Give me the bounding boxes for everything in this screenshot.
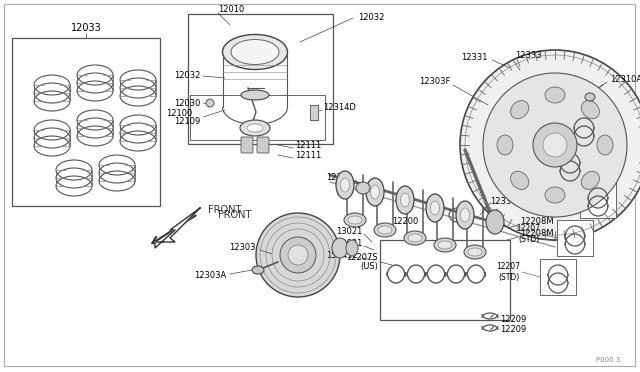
Circle shape (256, 213, 340, 297)
Ellipse shape (581, 171, 600, 189)
Ellipse shape (252, 266, 264, 274)
Ellipse shape (396, 186, 414, 214)
Circle shape (543, 133, 567, 157)
Ellipse shape (336, 171, 354, 199)
Ellipse shape (401, 193, 410, 207)
Ellipse shape (545, 187, 565, 203)
Ellipse shape (404, 231, 426, 245)
Text: 12314D: 12314D (323, 103, 356, 112)
Ellipse shape (408, 234, 422, 242)
Ellipse shape (497, 135, 513, 155)
Text: (US): (US) (360, 262, 378, 270)
Polygon shape (155, 208, 200, 248)
Text: 12331: 12331 (461, 54, 488, 62)
Circle shape (206, 99, 214, 107)
Ellipse shape (511, 100, 529, 119)
Ellipse shape (346, 240, 358, 256)
Ellipse shape (438, 241, 452, 249)
Text: 12100: 12100 (166, 109, 192, 118)
Ellipse shape (241, 90, 269, 100)
Bar (190, 95, 325, 140)
Circle shape (483, 73, 627, 217)
Text: 12111: 12111 (295, 141, 321, 150)
Ellipse shape (344, 213, 366, 227)
Bar (552, 147, 588, 183)
Bar (580, 182, 616, 218)
FancyBboxPatch shape (241, 137, 253, 153)
Text: P000 3: P000 3 (596, 357, 620, 363)
Ellipse shape (366, 178, 384, 206)
Circle shape (533, 123, 577, 167)
Ellipse shape (426, 194, 444, 222)
Ellipse shape (340, 178, 349, 192)
Text: 12333: 12333 (515, 51, 541, 61)
Text: 12303A: 12303A (194, 272, 226, 280)
Text: 12111: 12111 (295, 151, 321, 160)
Text: 12200: 12200 (392, 218, 419, 227)
Text: 12303: 12303 (230, 244, 256, 253)
Ellipse shape (332, 238, 348, 258)
Text: 12207S: 12207S (346, 253, 378, 263)
Ellipse shape (461, 208, 470, 222)
Ellipse shape (545, 87, 565, 103)
Text: 12299: 12299 (326, 173, 352, 183)
Ellipse shape (486, 210, 504, 234)
Ellipse shape (240, 120, 270, 136)
Text: 12010: 12010 (218, 6, 244, 15)
Text: 12032: 12032 (358, 13, 385, 22)
Text: FRONT: FRONT (218, 210, 252, 220)
Ellipse shape (374, 223, 396, 237)
Circle shape (288, 245, 308, 265)
FancyBboxPatch shape (257, 137, 269, 153)
Bar (540, 259, 576, 295)
Text: 12207
(STD): 12207 (STD) (510, 152, 534, 172)
Text: 12032: 12032 (173, 71, 200, 80)
Text: 12207
(STD): 12207 (STD) (516, 224, 540, 244)
Circle shape (280, 237, 316, 273)
Text: 12030: 12030 (173, 99, 200, 108)
Text: 12207
(STD): 12207 (STD) (524, 120, 548, 140)
Text: 12208M: 12208M (520, 218, 554, 227)
Text: 12310A: 12310A (610, 76, 640, 84)
Text: 12330: 12330 (490, 198, 516, 206)
Text: 12207
(STD): 12207 (STD) (496, 262, 520, 282)
Ellipse shape (378, 226, 392, 234)
Bar (380, 240, 510, 320)
Bar (188, 14, 333, 144)
Circle shape (460, 50, 640, 240)
Bar (566, 112, 602, 148)
Text: 12207
(STD): 12207 (STD) (538, 188, 562, 208)
Text: 13021: 13021 (335, 228, 362, 237)
Text: 15043E: 15043E (326, 251, 358, 260)
Text: 12209: 12209 (500, 315, 526, 324)
Text: 12109: 12109 (173, 116, 200, 125)
Ellipse shape (434, 238, 456, 252)
Text: 12033: 12033 (70, 23, 101, 33)
Text: FRONT: FRONT (208, 205, 241, 215)
Ellipse shape (464, 245, 486, 259)
Ellipse shape (597, 135, 613, 155)
Ellipse shape (356, 182, 370, 194)
Ellipse shape (456, 201, 474, 229)
Ellipse shape (371, 185, 380, 199)
Ellipse shape (223, 35, 287, 70)
Bar (12, 38, 160, 206)
Ellipse shape (231, 39, 279, 64)
Text: 13021: 13021 (335, 240, 362, 248)
Text: 12208M: 12208M (520, 230, 554, 238)
Ellipse shape (581, 100, 600, 119)
Text: 12209: 12209 (500, 326, 526, 334)
Text: 12303F: 12303F (419, 77, 450, 87)
Ellipse shape (348, 216, 362, 224)
Ellipse shape (431, 201, 440, 215)
Ellipse shape (468, 248, 482, 256)
Polygon shape (310, 105, 318, 120)
Ellipse shape (511, 171, 529, 189)
Ellipse shape (247, 124, 263, 132)
Bar (557, 220, 593, 256)
Ellipse shape (585, 93, 595, 101)
